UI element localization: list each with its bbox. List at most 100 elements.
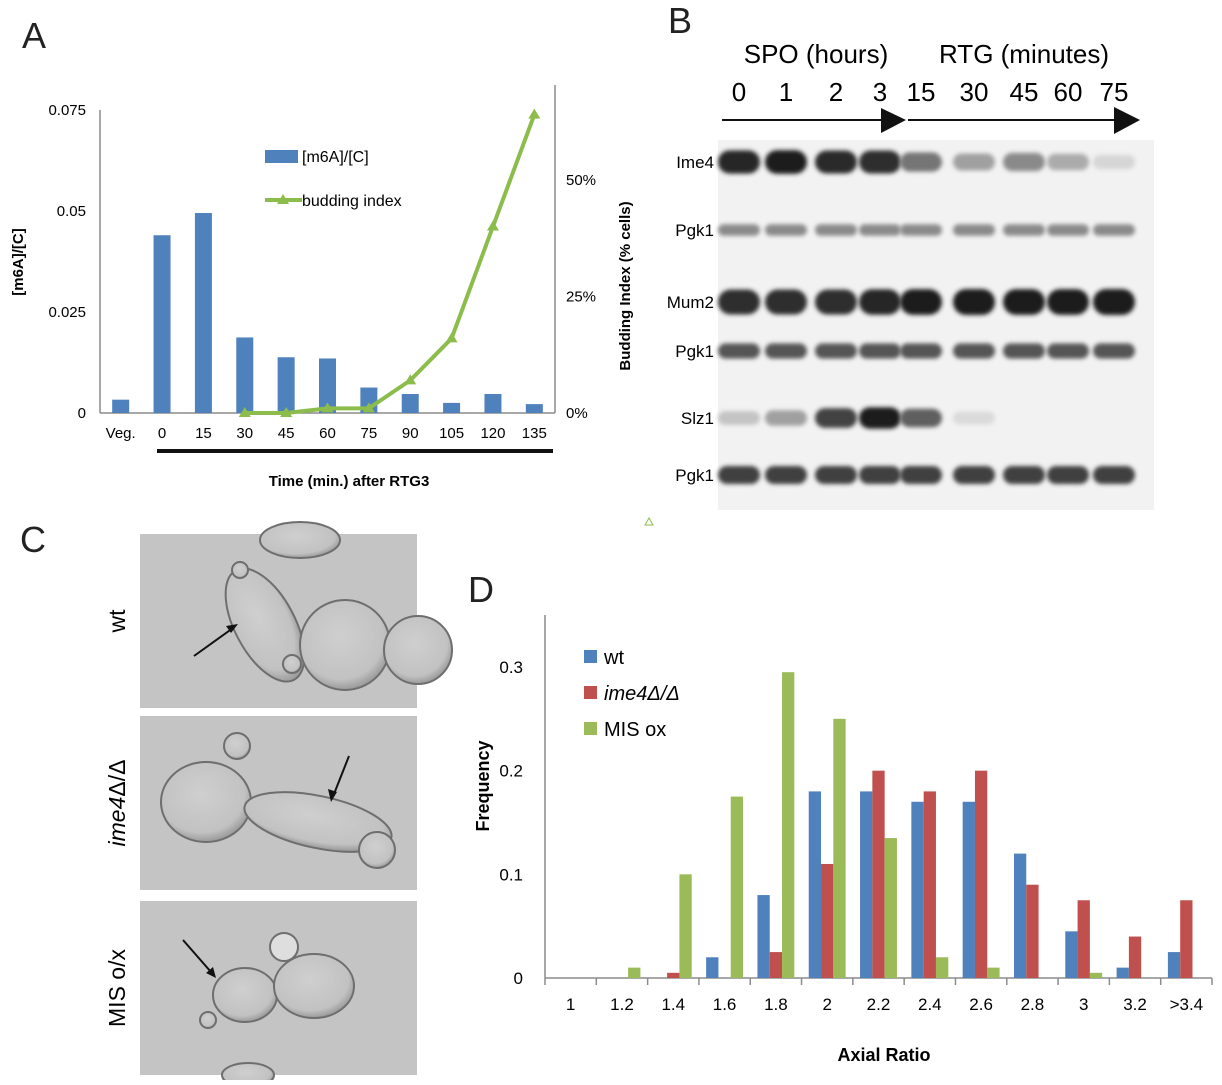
chart-a-y-label: [m6A]/[C] — [10, 228, 27, 296]
chart-a-line — [238, 108, 541, 417]
x-tick-label: 120 — [480, 425, 505, 442]
x-tick-label: 2.2 — [867, 995, 891, 1014]
x-tick-label: Veg. — [106, 425, 136, 442]
blot-band — [859, 407, 901, 429]
budding-index-point — [486, 220, 499, 231]
bar-m6a — [153, 235, 171, 413]
x-tick-label: 2.6 — [969, 995, 993, 1014]
blot-lane-label: 75 — [1100, 77, 1129, 107]
blot-background — [718, 140, 1154, 510]
blot-band — [718, 150, 760, 174]
cell-bud — [199, 1011, 217, 1029]
y-tick-label: 0 — [514, 969, 523, 988]
x-tick-label: 135 — [522, 425, 547, 442]
blot-band — [900, 343, 942, 359]
bar-ime4 — [1128, 936, 1142, 978]
blot-lane-label: 1 — [779, 77, 793, 107]
blot-band — [1047, 153, 1089, 171]
western-blot: SPO (hours) RTG (minutes) 0 1 2 3 15 30 45 60 75… — [644, 39, 1154, 526]
chart-a-y2-label: Budding Index (% cells) — [617, 201, 634, 370]
blot-band — [718, 466, 760, 484]
bar-m6a — [484, 394, 502, 413]
bar-m6a — [525, 404, 543, 413]
blot-band — [718, 224, 760, 236]
blot-band — [1003, 289, 1045, 315]
cell — [221, 1062, 275, 1085]
budding-index-point — [528, 108, 541, 119]
blot-band — [718, 343, 760, 359]
blot-band — [953, 224, 995, 236]
bar-wt — [1116, 967, 1129, 978]
blot-band — [1047, 289, 1089, 315]
blot-row-label: Pgk1 — [675, 466, 714, 485]
blot-band — [859, 150, 901, 174]
blot-band — [859, 289, 901, 315]
micrograph-wt — [140, 521, 453, 708]
bar-m6a — [443, 402, 461, 413]
bar-m6a — [112, 399, 130, 413]
blot-band — [953, 153, 995, 171]
bar-wt — [1065, 931, 1078, 978]
blot-lane-label: 0 — [732, 77, 746, 107]
y-tick-label: 0.2 — [499, 762, 523, 781]
blot-row-label: Mum2 — [667, 293, 714, 312]
blot-band — [1093, 466, 1135, 484]
bar-mis — [782, 672, 795, 978]
x-tick-label: 1.8 — [764, 995, 788, 1014]
x-tick-label: 105 — [439, 425, 464, 442]
blot-band — [1047, 224, 1089, 236]
micrograph-label-ime4: ime4Δ/Δ — [104, 760, 130, 847]
micrograph-label-mis: MIS o/x — [104, 949, 130, 1027]
legend-swatch-m6a — [265, 150, 298, 163]
blot-band — [1003, 343, 1045, 359]
blot-band — [765, 289, 807, 315]
bar-mis — [628, 967, 641, 978]
budding-index-point — [445, 332, 458, 343]
bar-ime4 — [821, 863, 834, 978]
blot-band — [1047, 343, 1089, 359]
x-tick-label: 3 — [1079, 995, 1088, 1014]
blot-lane-label: 45 — [1010, 77, 1039, 107]
cell-bud — [269, 932, 299, 962]
panel-letter-a: A — [22, 15, 46, 56]
cell — [383, 615, 453, 685]
chart-d-y-tick-labels: 0 0.1 0.2 0.3 — [499, 658, 523, 988]
bar-wt — [757, 895, 770, 978]
blot-band — [718, 411, 760, 425]
blot-row-label: Slz1 — [681, 409, 714, 428]
bar-wt — [706, 957, 719, 978]
blot-band — [900, 408, 942, 428]
bar-ime4 — [872, 770, 885, 978]
x-tick-label: 3.2 — [1123, 995, 1147, 1014]
bar-mis — [987, 967, 1000, 978]
blot-row-label: Pgk1 — [675, 342, 714, 361]
blot-lane-label: 2 — [829, 77, 843, 107]
blot-band — [859, 466, 901, 484]
x-tick-label: 2.8 — [1021, 995, 1045, 1014]
blot-band — [765, 150, 807, 174]
x-tick-label: 90 — [402, 425, 419, 442]
legend-label-m6a: [m6A]/[C] — [302, 149, 369, 166]
x-tick-label: 15 — [195, 425, 212, 442]
stray-marker — [644, 516, 654, 526]
panel-letter-b: B — [668, 0, 692, 41]
panel-letter-d: D — [468, 569, 494, 610]
blot-arrow-rtg-head — [1114, 107, 1140, 134]
blot-band — [900, 224, 942, 236]
cell-bud — [282, 654, 302, 674]
chart-d-x-tick-marks — [544, 978, 1213, 985]
blot-band — [765, 343, 807, 359]
chart-a: 0 0.025 0.05 0.075 0% 25% 50% Veg. 0 15 30 45 60 75… — [10, 85, 634, 490]
bar-wt — [911, 801, 924, 978]
bar-mis — [833, 718, 846, 978]
budding-index-point — [404, 374, 417, 385]
chart-d-y-label: Frequency — [473, 740, 493, 831]
chart-a-bars — [112, 213, 543, 413]
blot-row-label: Pgk1 — [675, 221, 714, 240]
bar-mis — [679, 874, 692, 978]
cell — [259, 521, 341, 559]
cell — [160, 761, 252, 843]
pointer-arrow-wt-head — [226, 624, 238, 633]
blot-band — [815, 466, 857, 484]
